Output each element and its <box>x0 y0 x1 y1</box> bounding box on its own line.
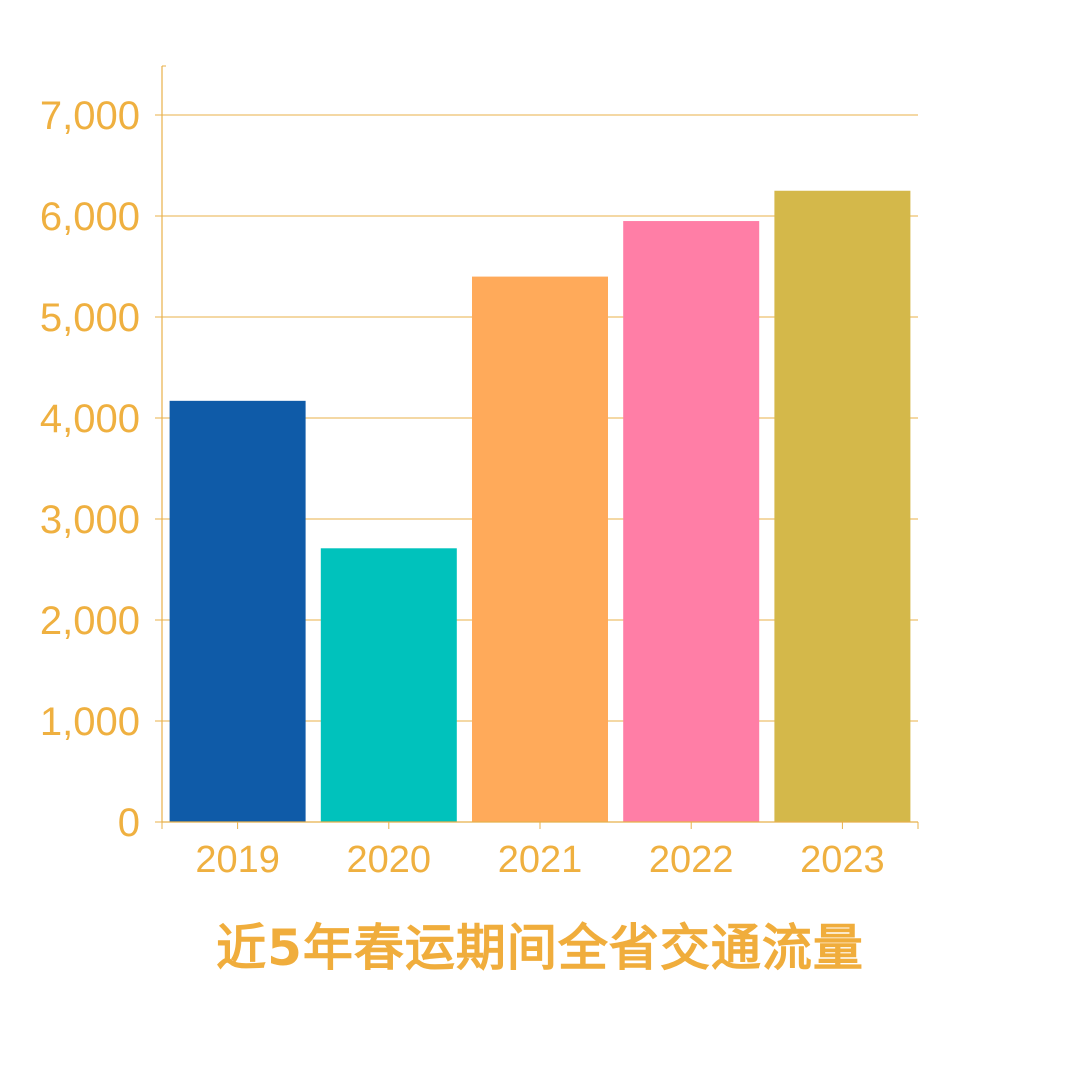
bar-2023 <box>774 190 911 822</box>
bar-2019 <box>169 400 306 822</box>
y-tick-label: 0 <box>118 801 140 845</box>
y-tick-label: 3,000 <box>40 498 140 542</box>
x-tick-label: 2019 <box>195 839 280 881</box>
x-tick-label: 2021 <box>498 839 583 881</box>
y-tick-label: 7,000 <box>40 94 140 138</box>
y-tick-label: 5,000 <box>40 296 140 340</box>
y-tick-label: 6,000 <box>40 195 140 239</box>
x-tick-label: 2020 <box>347 839 432 881</box>
bar-2020 <box>320 548 457 822</box>
x-tick-label: 2022 <box>649 839 734 881</box>
chart-canvas: 0 1,000 2,000 3,000 4,000 5,000 6,000 7,000 2019… <box>40 65 919 881</box>
y-tick-label: 1,000 <box>40 700 140 744</box>
bar-2021 <box>472 276 608 823</box>
chart-title: 近5年春运期间全省交通流量 <box>216 919 864 977</box>
y-tick-label: 2,000 <box>40 599 140 643</box>
x-tick-label: 2023 <box>800 839 885 881</box>
bar-2022 <box>623 221 760 823</box>
y-tick-label: 4,000 <box>40 397 140 441</box>
